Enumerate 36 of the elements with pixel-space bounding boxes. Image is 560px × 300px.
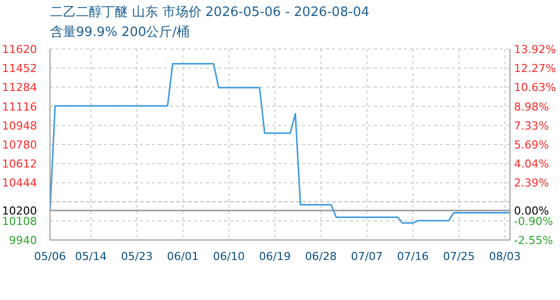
y-tick-label: 11116: [2, 100, 37, 114]
y-tick-label: 10108: [2, 214, 37, 228]
y2-tick-label: 10.63%: [514, 81, 556, 94]
y2-tick-label: -2.55%: [514, 234, 553, 247]
y-tick-label: 9940: [9, 234, 37, 247]
x-tick-label: 08/03: [489, 250, 521, 263]
y-tick-label: 11284: [2, 81, 37, 94]
x-tick-label: 05/14: [75, 250, 107, 263]
x-tick-label: 06/01: [167, 250, 199, 263]
y-tick-label: 11452: [2, 62, 37, 76]
x-tick-label: 06/19: [259, 250, 291, 263]
y2-tick-label: 7.33%: [514, 119, 549, 132]
y2-tick-label: 13.92%: [514, 43, 556, 56]
x-tick-label: 05/23: [121, 250, 153, 263]
y-tick-label: 10612: [2, 158, 37, 171]
y2-tick-label: 5.69%: [514, 138, 549, 152]
x-tick-label: 07/07: [351, 250, 383, 263]
y-tick-label: 10948: [2, 119, 37, 132]
y-tick-label: 10200: [2, 204, 37, 218]
x-tick-label: 06/28: [305, 250, 337, 263]
y2-tick-label: 2.39%: [514, 176, 549, 190]
x-tick-label: 06/10: [213, 250, 245, 263]
chart-subtitle: 含量99.9% 200公斤/桶: [50, 24, 190, 41]
line-series: [50, 63, 510, 224]
x-tick-label: 05/06: [34, 250, 66, 263]
y-tick-label: 11620: [2, 43, 37, 56]
y2-tick-label: 0.00%: [514, 204, 549, 218]
chart-title: 二乙二醇丁醚 山东 市场价 2026-05-06 - 2026-08-04: [50, 4, 370, 21]
y-tick-label: 10780: [2, 138, 37, 152]
y2-tick-label: 4.04%: [514, 158, 549, 171]
y2-tick-label: -0.90%: [514, 214, 553, 228]
y2-tick-label: 8.98%: [514, 100, 549, 114]
y-tick-label: 10444: [2, 176, 37, 190]
y2-tick-label: 12.27%: [514, 62, 556, 76]
x-tick-label: 07/25: [443, 250, 475, 263]
x-tick-label: 07/16: [397, 250, 429, 263]
